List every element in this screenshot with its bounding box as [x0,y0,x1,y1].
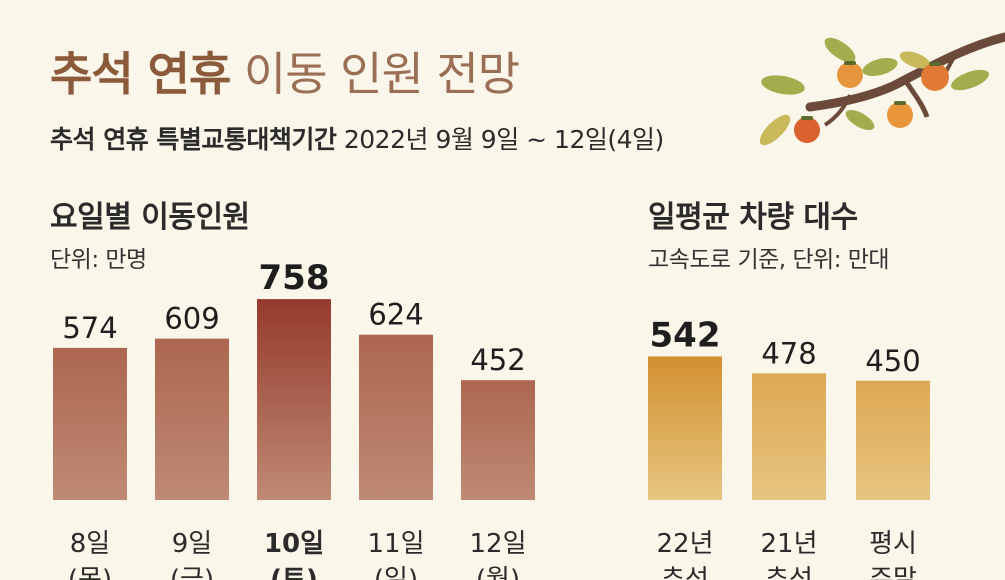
bar-1-1 [752,373,826,500]
value-label-0-2: 758 [259,258,330,298]
subtitle-period: 2022년 9월 9일 ~ 12일(4일) [343,125,664,154]
left-chart-title: 요일별 이동인원 [50,200,250,235]
persimmon-branch-icon [759,32,1005,146]
category-label-0-3-0: 11일 [367,529,424,559]
category-label-0-3-1: (일) [374,565,418,580]
value-label-0-4: 452 [470,343,525,377]
category-label-1-2-0: 평시 [869,529,917,559]
category-label-0-4-1: (월) [476,565,520,580]
value-label-0-3: 624 [368,298,423,332]
category-label-0-2-0: 10일 [264,529,324,559]
category-label-1-1-1: 추석 [765,565,813,580]
bar-0-0 [53,347,127,500]
subtitle: 추석 연휴 특별교통대책기간 2022년 9월 9일 ~ 12일(4일) [50,120,664,156]
category-label-0-0-1: (목) [68,565,112,580]
bar-0-1 [155,338,229,500]
value-label-1-2: 450 [865,344,920,378]
bar-0-4 [461,380,535,500]
category-label-1-2-1: 주말 [869,565,917,580]
page-title: 추석 연휴 이동 인원 전망 [50,38,520,104]
category-label-0-2-1: (토) [270,565,318,580]
title-light: 이동 인원 전망 [243,47,520,101]
category-label-1-1-0: 21년 [760,529,817,559]
left-chart-unit: 단위: 만명 [50,247,147,273]
category-label-0-1-1: (금) [170,565,214,580]
category-label-0-0-0: 8일 [70,529,110,559]
bar-0-3 [359,334,433,500]
right-chart-unit: 고속도로 기준, 단위: 만대 [648,247,890,273]
category-label-0-1-0: 9일 [172,529,212,559]
bar-0-2 [257,299,331,500]
right-chart-title: 일평균 차량 대수 [648,200,858,235]
value-label-1-0: 542 [650,315,721,355]
bar-1-2 [856,380,930,500]
subtitle-bold: 추석 연휴 특별교통대책기간 [50,125,337,154]
category-label-0-4-0: 12일 [469,529,526,559]
title-bold: 추석 연휴 [50,47,231,101]
value-label-1-1: 478 [761,336,816,370]
value-label-0-1: 609 [164,302,219,336]
value-label-0-0: 574 [62,311,117,345]
category-label-1-0-1: 추석 [661,565,709,580]
category-label-1-0-0: 22년 [656,529,713,559]
bar-1-0 [648,356,722,500]
